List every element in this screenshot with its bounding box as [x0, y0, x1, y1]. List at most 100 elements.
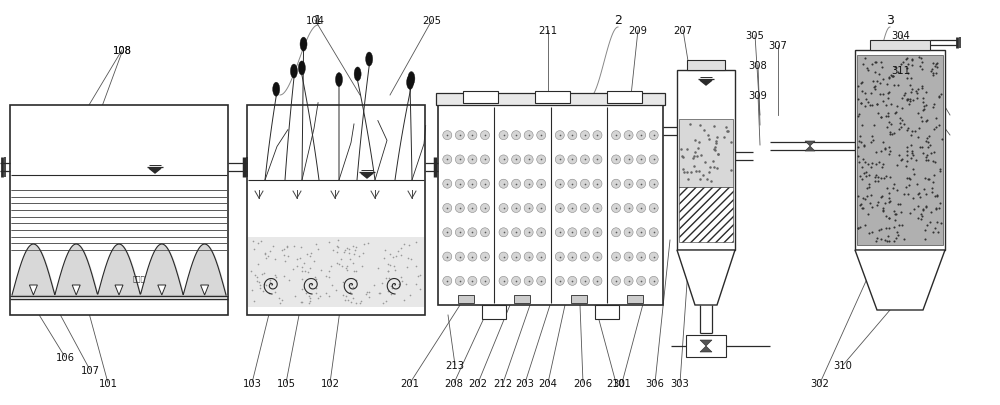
Circle shape — [580, 204, 589, 213]
Circle shape — [637, 204, 646, 213]
Circle shape — [468, 204, 477, 213]
Circle shape — [593, 252, 602, 261]
Circle shape — [537, 180, 546, 189]
Polygon shape — [361, 174, 373, 179]
Text: 307: 307 — [769, 41, 787, 51]
Circle shape — [555, 204, 564, 213]
Circle shape — [512, 156, 521, 164]
Text: 310: 310 — [834, 360, 852, 370]
Circle shape — [612, 156, 621, 164]
Text: 311: 311 — [892, 66, 910, 76]
Circle shape — [524, 131, 533, 140]
Polygon shape — [149, 169, 161, 174]
Circle shape — [580, 131, 589, 140]
Text: 103: 103 — [243, 378, 261, 388]
Circle shape — [480, 204, 489, 213]
Circle shape — [568, 228, 577, 237]
Text: 213: 213 — [446, 360, 464, 370]
Polygon shape — [805, 142, 815, 147]
Circle shape — [612, 277, 621, 286]
Polygon shape — [201, 285, 209, 295]
Bar — [571, 295, 587, 303]
Text: 210: 210 — [606, 378, 626, 388]
Text: 107: 107 — [81, 365, 100, 375]
Polygon shape — [158, 285, 166, 295]
Text: 303: 303 — [671, 378, 689, 388]
Circle shape — [443, 228, 452, 237]
Circle shape — [624, 228, 633, 237]
Circle shape — [637, 180, 646, 189]
Ellipse shape — [273, 83, 280, 97]
Circle shape — [612, 204, 621, 213]
Circle shape — [537, 156, 546, 164]
Circle shape — [649, 180, 658, 189]
Bar — [687, 61, 725, 71]
Text: 102: 102 — [321, 378, 340, 388]
Circle shape — [499, 277, 508, 286]
Circle shape — [443, 277, 452, 286]
Text: 309: 309 — [749, 91, 767, 101]
Circle shape — [624, 204, 633, 213]
Circle shape — [624, 277, 633, 286]
Circle shape — [649, 228, 658, 237]
Circle shape — [612, 131, 621, 140]
Circle shape — [455, 180, 464, 189]
Circle shape — [568, 252, 577, 261]
Circle shape — [512, 277, 521, 286]
Circle shape — [637, 252, 646, 261]
Circle shape — [468, 180, 477, 189]
Polygon shape — [855, 250, 945, 310]
Text: 203: 203 — [516, 378, 534, 388]
Polygon shape — [72, 285, 80, 295]
Bar — [11, 190, 227, 250]
Circle shape — [637, 228, 646, 237]
Ellipse shape — [298, 62, 305, 76]
Text: 207: 207 — [674, 26, 692, 36]
Circle shape — [649, 277, 658, 286]
Bar — [607, 92, 642, 104]
Circle shape — [580, 156, 589, 164]
Bar — [870, 41, 930, 51]
Ellipse shape — [408, 72, 415, 86]
Circle shape — [624, 131, 633, 140]
Bar — [436, 94, 665, 106]
Text: 3: 3 — [886, 15, 894, 28]
Polygon shape — [677, 250, 735, 305]
Circle shape — [512, 228, 521, 237]
Text: 108: 108 — [113, 46, 131, 56]
Text: 106: 106 — [56, 352, 75, 362]
Text: 201: 201 — [400, 378, 420, 388]
Circle shape — [499, 204, 508, 213]
Circle shape — [480, 156, 489, 164]
Bar — [247, 106, 425, 315]
Circle shape — [637, 277, 646, 286]
Circle shape — [624, 156, 633, 164]
Circle shape — [512, 131, 521, 140]
Circle shape — [580, 252, 589, 261]
Circle shape — [555, 228, 564, 237]
Bar — [677, 71, 735, 250]
Circle shape — [443, 180, 452, 189]
Text: 208: 208 — [445, 378, 463, 388]
Circle shape — [537, 277, 546, 286]
Bar — [248, 237, 424, 307]
Circle shape — [568, 277, 577, 286]
Bar — [10, 106, 228, 315]
Circle shape — [480, 277, 489, 286]
Circle shape — [580, 228, 589, 237]
Circle shape — [624, 252, 633, 261]
Text: 204: 204 — [539, 378, 557, 388]
Text: 209: 209 — [629, 26, 648, 36]
Circle shape — [443, 156, 452, 164]
Text: 2: 2 — [614, 15, 622, 28]
Polygon shape — [700, 81, 712, 86]
Bar — [458, 295, 474, 303]
Circle shape — [649, 252, 658, 261]
Circle shape — [524, 204, 533, 213]
Circle shape — [580, 180, 589, 189]
Circle shape — [568, 204, 577, 213]
Circle shape — [499, 156, 508, 164]
Circle shape — [593, 228, 602, 237]
Circle shape — [568, 180, 577, 189]
Circle shape — [480, 180, 489, 189]
